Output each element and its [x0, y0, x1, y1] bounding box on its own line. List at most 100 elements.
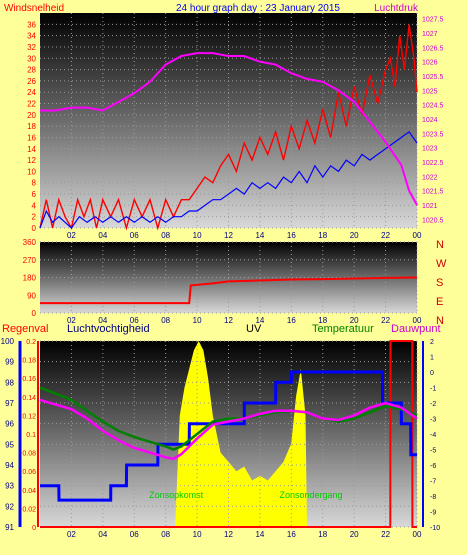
direction-tick: 270 — [23, 256, 37, 265]
x-tick-label: 06 — [130, 231, 139, 240]
humidity-axis-ticks: 91 92 93 94 95 96 97 98 99 100 — [1, 337, 22, 532]
x-tick-label: 00 — [413, 231, 422, 240]
wind-average-line — [39, 130, 418, 229]
rain-label: Regenval — [2, 323, 48, 335]
x-tick-label: 22 — [381, 316, 390, 325]
x-tick-label: 18 — [318, 231, 327, 240]
pressure-tick: 1024 — [422, 117, 438, 124]
temperature-tick: -6 — [430, 463, 436, 470]
pressure-tick: 1021 — [422, 203, 438, 210]
temperature-tick: -1 — [430, 386, 436, 393]
uv-axis-ticks: 0 0.02 0.04 0.06 0.08 0.1 0.12 0.14 0.16 0.18 0.2 — [22, 339, 39, 532]
x-tick-label: 12 — [224, 231, 233, 240]
uv-tick: 0.04 — [22, 488, 36, 495]
x-tick-label: 02 — [67, 530, 76, 539]
temperature-tick: -3 — [430, 417, 436, 424]
temperature-tick: -9 — [430, 510, 436, 517]
wind-speed-tick: 28 — [27, 66, 36, 75]
temperature-tick: -2 — [430, 401, 436, 408]
compass-label: W — [436, 258, 447, 270]
x-tick-label: 12 — [224, 316, 233, 325]
x-tick-label: 16 — [287, 316, 296, 325]
temperature-axis-ticks: 2 1 0 -1 -2 -3 -4 -5 -6 -7 -8 -9 -10 — [422, 339, 440, 532]
direction-tick: 180 — [23, 274, 37, 283]
wind-direction-time-axis: 02 04 06 08 10 12 14 16 18 20 22 00 — [67, 316, 422, 325]
humidity-tick: 95 — [5, 440, 14, 449]
pressure-tick: 1020.5 — [422, 217, 444, 224]
uv-tick: 0.2 — [26, 339, 36, 346]
wind-direction-line — [40, 276, 418, 305]
pressure-tick: 1027.5 — [422, 17, 444, 24]
pressure-tick: 1023 — [422, 146, 438, 153]
x-tick-label: 06 — [130, 316, 139, 325]
wind-speed-tick: 4 — [32, 201, 37, 210]
x-tick-label: 22 — [381, 231, 390, 240]
humidity-tick: 96 — [5, 420, 14, 429]
dewpoint-line — [39, 398, 418, 461]
wind-speed-tick: 34 — [27, 32, 36, 41]
temperature-tick: -5 — [430, 448, 436, 455]
uv-label: UV — [246, 323, 262, 335]
climate-time-axis: 02 04 06 08 10 12 14 16 18 20 22 00 — [67, 530, 422, 539]
wind-speed-tick: 0 — [32, 224, 37, 233]
wind-speed-tick: 26 — [27, 77, 36, 86]
wind-pressure-series — [39, 24, 418, 231]
x-tick-label: 18 — [318, 316, 327, 325]
x-tick-label: 20 — [350, 316, 359, 325]
pressure-tick: 1021.5 — [422, 189, 444, 196]
x-tick-label: 14 — [255, 231, 264, 240]
uv-tick: 0 — [32, 525, 36, 532]
wind-direction-grid — [40, 241, 418, 314]
sunset-annotation: Zonsondergang — [279, 490, 342, 500]
x-tick-label: 04 — [98, 316, 107, 325]
x-tick-label: 20 — [350, 231, 359, 240]
pressure-tick: 1022 — [422, 174, 438, 181]
x-tick-label: 10 — [193, 316, 202, 325]
uv-tick: 0.16 — [22, 376, 36, 383]
pressure-axis-ticks: 1020.5 1021 1021.5 1022 1022.5 1023 1023.5 1024… — [422, 17, 444, 225]
compass-label: E — [436, 296, 443, 308]
uv-tick: 0.1 — [26, 432, 36, 439]
compass-label: N — [436, 315, 444, 327]
temperature-tick: 1 — [430, 355, 434, 362]
pressure-tick: 1026.5 — [422, 45, 444, 52]
wind-speed-label: Windsnelheid — [4, 3, 64, 14]
sunrise-annotation: Zonsopkomst — [149, 490, 204, 500]
x-tick-label: 10 — [193, 231, 202, 240]
humidity-label: Luchtvochtigheid — [67, 323, 150, 335]
wind-gust-line — [39, 24, 418, 231]
wind-speed-tick: 2 — [32, 213, 37, 222]
humidity-tick: 97 — [5, 399, 14, 408]
compass-label: S — [436, 277, 443, 289]
chart-title: 24 hour graph day : 23 January 2015 — [176, 3, 340, 14]
x-tick-label: 10 — [193, 530, 202, 539]
uv-tick: 0.12 — [22, 413, 36, 420]
wind-speed-tick: 36 — [27, 20, 36, 29]
wind-speed-tick: 16 — [27, 133, 36, 142]
wind-speed-tick: 10 — [27, 167, 36, 176]
temperature-tick: -8 — [430, 494, 436, 501]
x-tick-label: 12 — [224, 530, 233, 539]
uv-tick: 0.18 — [22, 358, 36, 365]
compass-label: N — [436, 239, 444, 251]
humidity-tick: 94 — [5, 461, 14, 470]
pressure-tick: 1026 — [422, 60, 438, 67]
pressure-tick: 1023.5 — [422, 131, 444, 138]
wind-speed-tick: 32 — [27, 43, 36, 52]
x-tick-label: 06 — [130, 530, 139, 539]
pressure-tick: 1027 — [422, 31, 438, 38]
pressure-tick: 1024.5 — [422, 103, 444, 110]
x-tick-label: 16 — [287, 231, 296, 240]
humidity-tick: 92 — [5, 502, 14, 511]
direction-tick: 360 — [23, 238, 37, 247]
uv-tick: 0.08 — [22, 451, 36, 458]
wind-speed-tick: 12 — [27, 156, 36, 165]
temperature-tick: -7 — [430, 479, 436, 486]
dewpoint-label: Dauwpunt — [391, 323, 441, 335]
temperature-line — [39, 386, 418, 451]
humidity-tick: 91 — [5, 523, 14, 532]
x-tick-label: 04 — [98, 231, 107, 240]
